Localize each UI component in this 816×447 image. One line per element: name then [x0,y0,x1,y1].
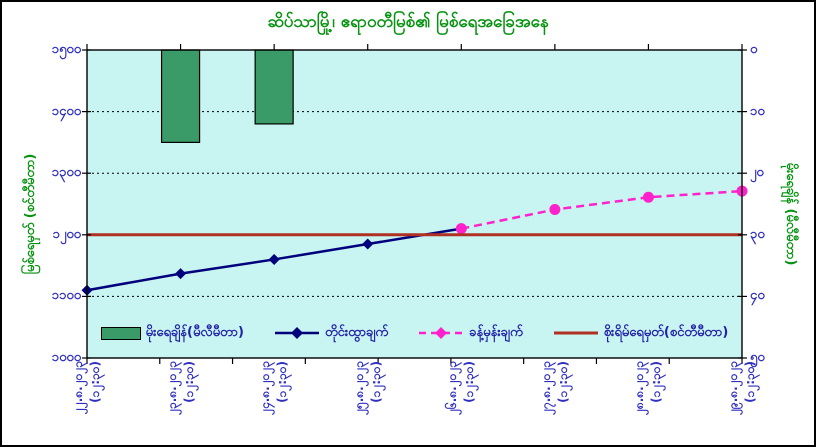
x-axis-label-time: (၁၂:၃၀) [275,361,290,403]
x-axis-label-date: ၂၅.၈.၂၀၂၃ [351,361,366,415]
danger-line-swatch-icon [553,331,598,335]
legend: မိုးရေချိန်(မီလီမီတာ) တိုင်းထွာချက် ခန့်… [87,321,742,345]
x-axis-label-date: ၂၈.၈.၂၀၂၃ [632,361,647,416]
x-axis-label-date: ၂၃.၈.၂၀၂၃ [164,361,179,415]
chart-title: ဆိပ်သာမြို့၊ ဧရာဝတီမြစ်၏ မြစ်ရေအခြေအနေ [267,12,549,32]
right-axis-tick-label: ၁၀ [750,103,765,119]
x-axis-label-time: (၁၂:၃၀) [555,361,570,403]
x-axis-label-date: ၂၆.၈.၂၀၂၃ [445,361,460,415]
legend-item-observed: တိုင်းထွာချက် [274,324,388,343]
left-axis-tick-label: ၁၀၀၀ [51,350,81,365]
observed-line-swatch-icon [274,327,319,339]
x-axis-label-time: (၁၂:၃၀) [462,361,477,403]
x-axis-label: ၂၈.၈.၂၀၂၃ (၁၂:၃၀) [631,361,665,441]
x-axis-label: ၂၅.၈.၂၀၂၃ (၁၂:၃၀) [351,361,385,441]
forecast-line-swatch-icon [419,327,464,339]
x-axis-label-time: (၁၂:၃၀) [368,361,383,403]
x-axis-label: ၂၄.၈.၂၀၂၃ (၁၂:၃၀) [257,361,291,441]
legend-item-forecast: ခန့်မှန်းချက် [418,324,523,343]
x-axis-label: ၂၇.၈.၂၀၂၃ (၁၂:၃၀) [538,361,572,441]
legend-label-danger-level: စိုးရိမ်ရေမှတ်(စင်တီမီတာ) [603,324,729,340]
x-axis-label-time: (၁၂:၃၀) [743,361,757,403]
x-axis-label: ၂၆.၈.၂၀၂၃ (၁၂:၃၀) [444,361,478,441]
left-axis-tick-label: ၁၅၀၀ [51,42,81,57]
x-axis-label-time: (၁၂:၃၀) [181,361,196,403]
x-axis-label: ၂၂.၈.၂၀၂၃ (၁၂:၃၀) [70,361,104,441]
right-axis-tick-label: ၂၀ [750,165,764,181]
right-axis-tick-label: ၀ [750,42,758,57]
x-axis-label-date: ၂၇.၈.၂၀၂၃ [538,361,553,415]
left-axis-tick-label: ၁၁၀၀ [51,288,81,304]
x-axis-label-date: ၂၄.၈.၂၀၂၃ [258,361,273,415]
x-axis-label-time: (၁၂:၃၀) [88,361,102,403]
x-axis-label: ၂၃.၈.၂၀၂၃ (၁၂:၃၀) [164,361,198,441]
legend-label-rainfall: မိုးရေချိန်(မီလီမီတာ) [145,324,244,340]
x-axis-label-date: ၂၂.၈.၂၀၂၃ [71,361,85,415]
left-axis-tick-label: ၁၄၀၀ [51,103,81,119]
x-axis-label-time: (၁၂:၃၀) [649,361,664,403]
legend-label-observed: တိုင်းထွာချက် [324,324,389,340]
legend-label-forecast: ခန့်မှန်းချက် [469,324,523,340]
x-axis-label: ၂၉.၈.၂၀၂၃ (၁၂:၃၀) [725,361,759,441]
right-axis-tick-label: ၃၀ [750,226,765,242]
left-axis-tick-label: ၁၂၀၀ [52,226,81,242]
left-axis-tick-label: ၁၃၀၀ [51,165,81,181]
legend-item-rainfall: မိုးရေချိန်(မီလီမီတာ) [100,324,244,343]
right-axis-tick-label: ၄၀ [750,288,765,304]
right-axis-tick-label: ၅၀ [750,350,765,365]
rainfall-bar-swatch-icon [100,326,141,340]
x-axis-label-date: ၂၉.၈.၂၀၂၃ [726,361,740,415]
legend-item-danger-level: စိုးရိမ်ရေမှတ်(စင်တီမီတာ) [553,324,729,343]
